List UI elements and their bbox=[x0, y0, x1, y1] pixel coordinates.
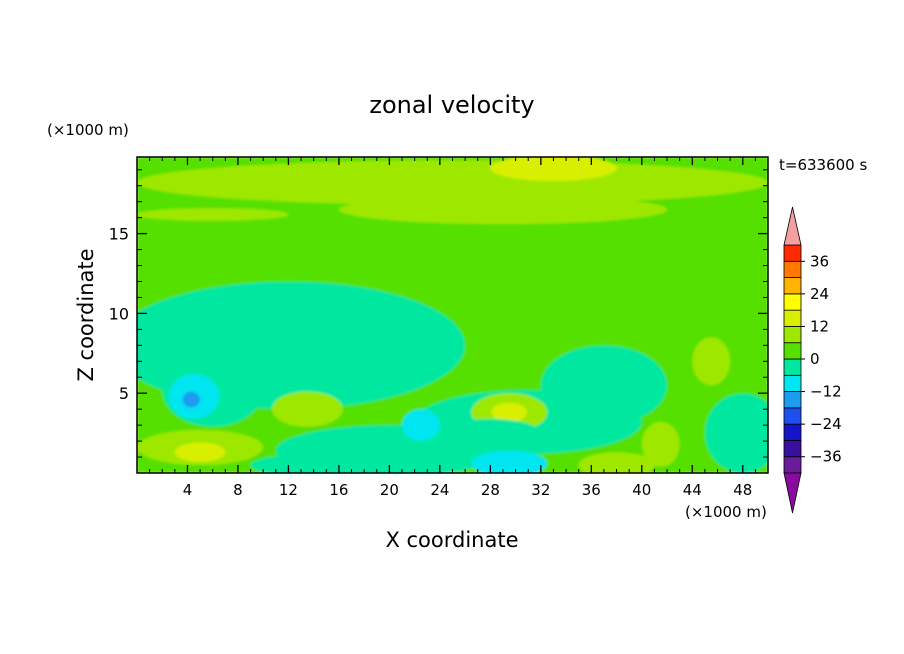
x-axis-label: X coordinate bbox=[385, 528, 518, 552]
field-contour-region bbox=[540, 345, 668, 426]
x-tick-label: 4 bbox=[183, 481, 193, 499]
x-tick-label: 16 bbox=[329, 481, 348, 499]
colorbar-tick-label: 0 bbox=[810, 350, 820, 368]
field-contour-region bbox=[704, 393, 768, 473]
field-contour-region bbox=[490, 157, 617, 181]
y-axis-ticks: 5 10 15 bbox=[109, 169, 768, 458]
x-axis-ticks: 4 8 12 16 20 24 28 32 36 40 44 48 bbox=[149, 157, 756, 499]
field-contour-region bbox=[250, 453, 377, 473]
y-tick-label: 10 bbox=[109, 304, 129, 323]
colorbar-segment bbox=[783, 391, 802, 409]
time-label: t=633600 s bbox=[779, 156, 867, 174]
colorbar-tick-label: 24 bbox=[810, 285, 829, 303]
x-tick-label: 20 bbox=[380, 481, 399, 499]
field-contour-region bbox=[174, 442, 226, 462]
colorbar-segment bbox=[783, 260, 802, 278]
field-contour-region bbox=[402, 409, 440, 442]
y-tick-label: 15 bbox=[109, 225, 129, 244]
colorbar-over-arrow bbox=[783, 206, 802, 246]
field-contour-region bbox=[491, 402, 527, 422]
colorbar-segment bbox=[783, 309, 802, 327]
y-axis-unit: (×1000 m) bbox=[47, 121, 129, 139]
x-tick-label: 48 bbox=[733, 481, 752, 499]
colorbar-tick-label: 36 bbox=[810, 252, 829, 270]
y-axis-label: Z coordinate bbox=[74, 248, 98, 381]
field-contour-region bbox=[439, 418, 541, 448]
x-tick-label: 40 bbox=[632, 481, 651, 499]
colorbar-tick-label: −12 bbox=[810, 383, 842, 401]
field-contour-region bbox=[692, 337, 731, 386]
x-tick-label: 8 bbox=[233, 481, 243, 499]
colorbar-segment bbox=[783, 374, 802, 392]
field-contour-region bbox=[137, 208, 289, 221]
field-contour-region bbox=[182, 391, 201, 408]
colorbar-tick-label: −36 bbox=[810, 448, 842, 466]
x-axis-unit: (×1000 m) bbox=[685, 503, 767, 521]
field-contour-region bbox=[578, 452, 655, 473]
colorbar-segment bbox=[783, 440, 802, 458]
velocity-field bbox=[137, 157, 768, 473]
y-tick-label: 5 bbox=[119, 384, 129, 403]
colorbar-tick-label: 12 bbox=[810, 317, 829, 335]
colorbar-segment bbox=[783, 293, 802, 311]
colorbar-segment bbox=[783, 423, 802, 441]
x-tick-label: 24 bbox=[430, 481, 449, 499]
colorbar-segment bbox=[783, 244, 802, 262]
x-tick-label: 36 bbox=[582, 481, 601, 499]
x-tick-label: 12 bbox=[279, 481, 298, 499]
field-contour-region bbox=[641, 421, 680, 467]
colorbar-segment bbox=[783, 342, 802, 360]
x-tick-label: 32 bbox=[531, 481, 550, 499]
colorbar-segment bbox=[783, 326, 802, 344]
field-contour-region bbox=[338, 195, 668, 225]
x-tick-label: 28 bbox=[481, 481, 500, 499]
chart-title: zonal velocity bbox=[369, 91, 534, 119]
colorbar: 36 24 12 0 −12 −24 −36 bbox=[783, 206, 842, 514]
field-contour-region bbox=[272, 391, 343, 427]
colorbar-segment bbox=[783, 407, 802, 425]
colorbar-segment bbox=[783, 456, 802, 474]
colorbar-segment bbox=[783, 277, 802, 295]
colorbar-under-arrow bbox=[783, 472, 802, 514]
x-tick-label: 44 bbox=[683, 481, 702, 499]
colorbar-segment bbox=[783, 358, 802, 376]
colorbar-tick-label: −24 bbox=[810, 415, 842, 433]
